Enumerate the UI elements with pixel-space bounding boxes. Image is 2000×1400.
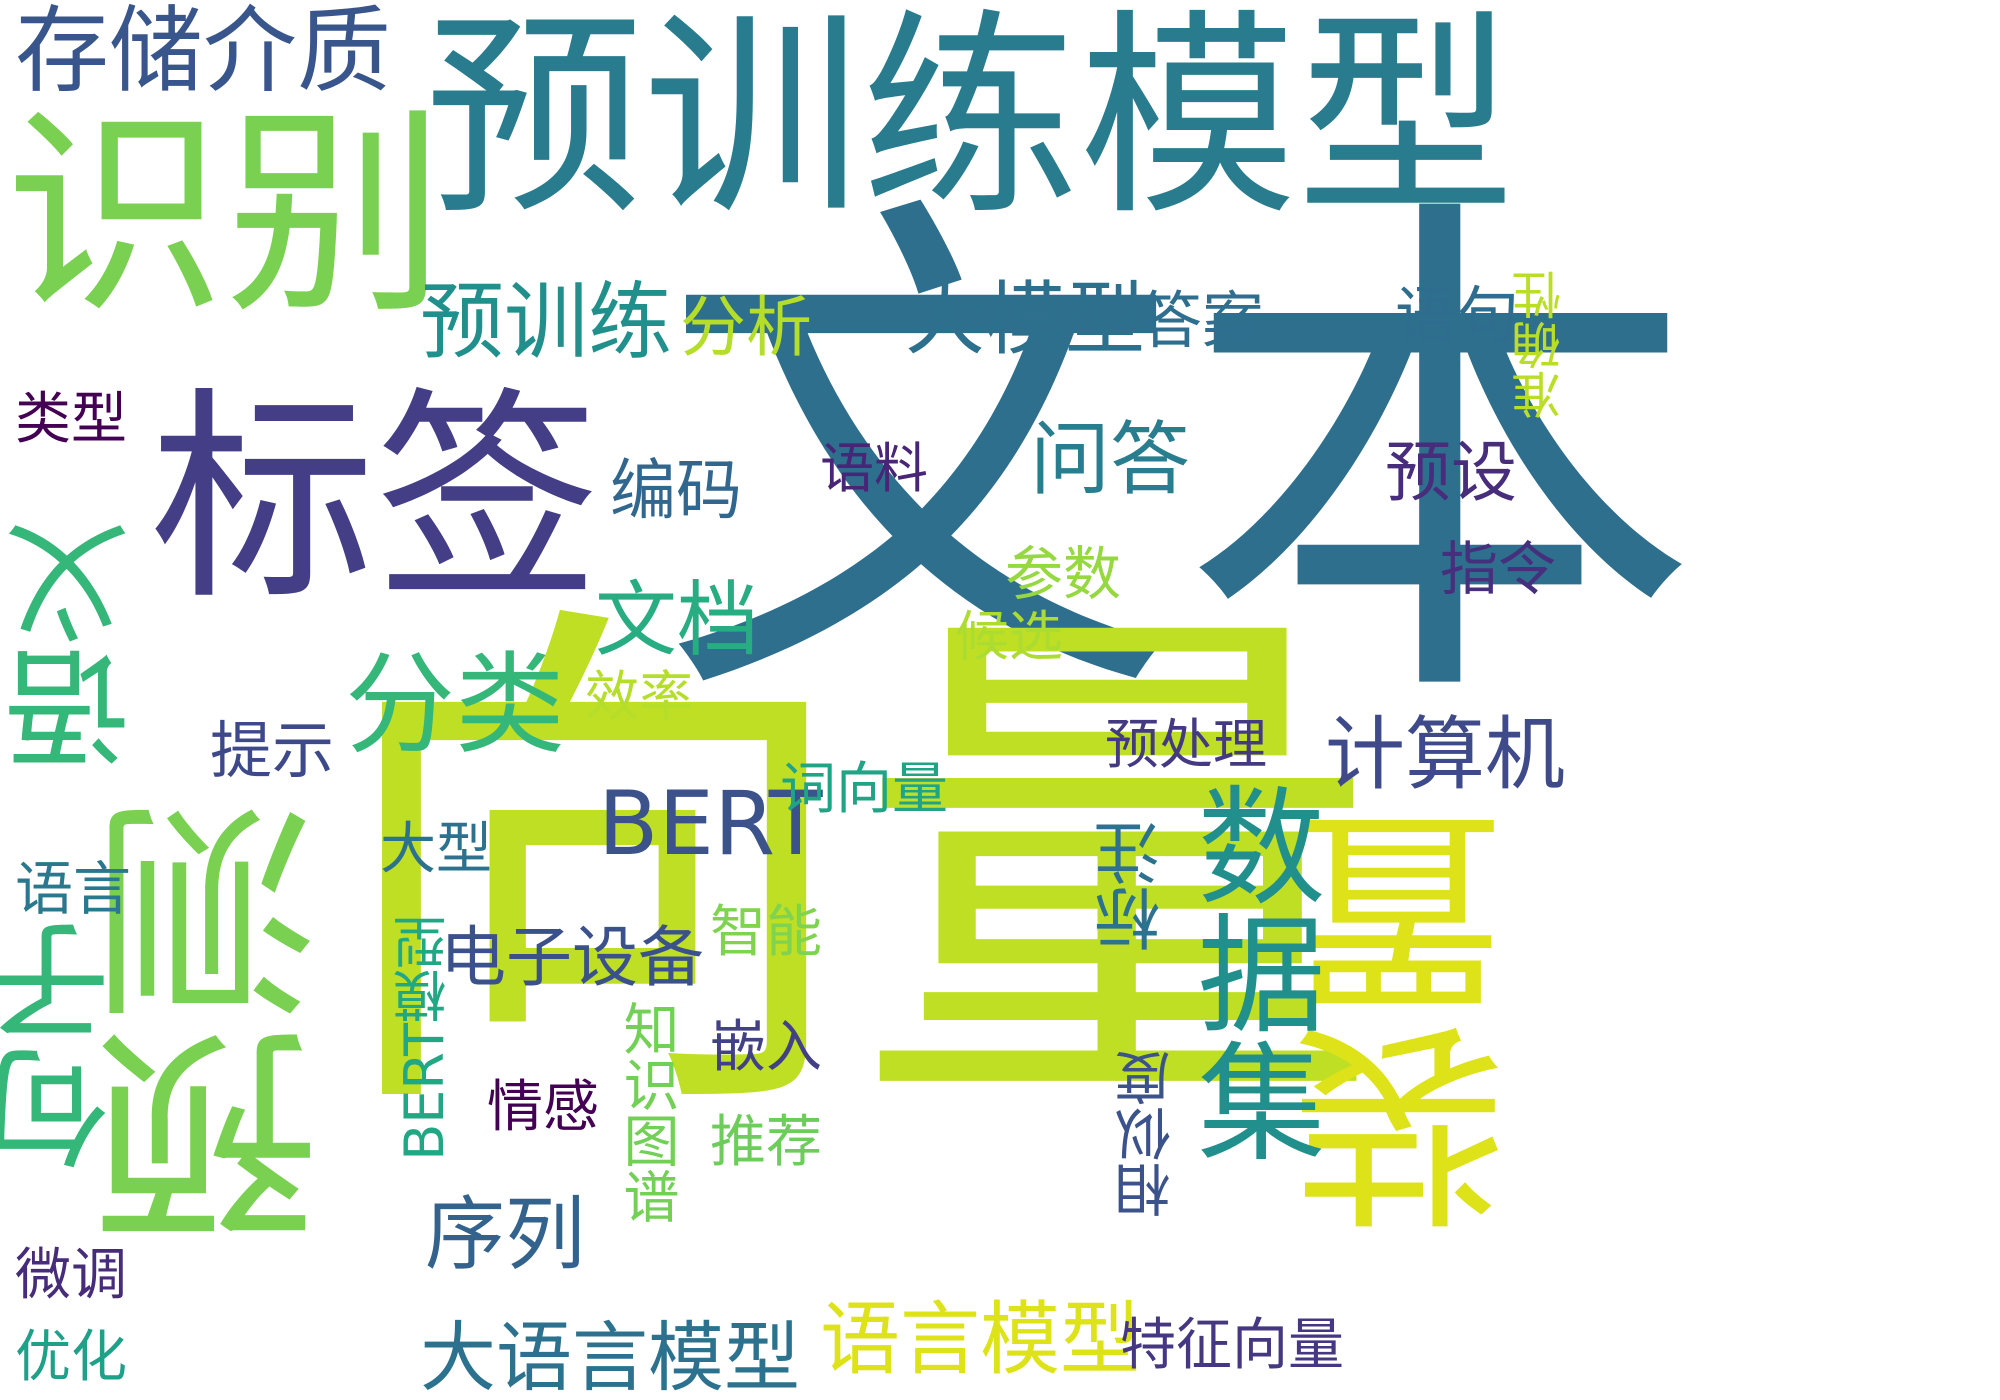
word-xiangsidu: 相似度 xyxy=(1115,1050,1180,1218)
word-qinggan: 情感 xyxy=(487,1075,599,1140)
word-houxuan: 候选 xyxy=(955,605,1063,668)
word-wenben: 文本 xyxy=(660,157,1700,763)
word-zhishitupu: 知识图谱 xyxy=(614,1000,679,1224)
word-bianma: 编码 xyxy=(610,452,742,529)
word-tishi: 提示 xyxy=(210,714,335,787)
word-cunchujiezhi: 存储介质 xyxy=(15,0,392,106)
word-yuyi: 语义 xyxy=(4,520,151,772)
word-yuce: 预测 xyxy=(96,800,358,1250)
word-zhunquexing: 准确性 xyxy=(1511,270,1569,420)
word-bert: BERT xyxy=(598,772,823,875)
word-qianru: 嵌入 xyxy=(710,1015,822,1080)
word-tuijian: 推荐 xyxy=(710,1110,822,1175)
word-fenxi: 分析 xyxy=(680,289,812,366)
word-fenlei: 分类 xyxy=(345,641,565,769)
word-tezhengxiangliang: 特征向量 xyxy=(1120,1313,1344,1378)
word-bertmoxing: BERT模型 xyxy=(393,915,456,1161)
word-shibie: 识别 xyxy=(5,87,446,343)
word-yuyan: 语言 xyxy=(15,855,132,923)
word-yushe: 预设 xyxy=(1385,434,1517,511)
word-juzi: 句子 xyxy=(0,920,131,1172)
word-shujuji: 数据集 xyxy=(1175,780,1324,1164)
word-dayuyanmoxing: 大语言模型 xyxy=(420,1313,800,1400)
word-dianzishebei: 电子设备 xyxy=(440,919,704,996)
word-wendang: 文档 xyxy=(595,573,760,668)
word-wenda: 问答 xyxy=(1030,413,1190,506)
word-weitiao: 微调 xyxy=(15,1243,127,1308)
word-yuchuli: 预处理 xyxy=(1105,713,1267,776)
word-damoxing: 大模型 xyxy=(905,273,1145,366)
word-yuxunlian: 预训练 xyxy=(420,273,673,371)
word-youhua: 优化 xyxy=(15,1325,127,1390)
word-zhuangzhi: 装置 xyxy=(1292,805,1543,1235)
word-daxing: 大型 xyxy=(380,817,492,882)
word-yuju: 语句 xyxy=(1395,279,1520,352)
word-xiaolv: 效率 xyxy=(585,665,693,728)
word-xiangliang: 向量 xyxy=(330,565,1380,1176)
word-jisuanji: 计算机 xyxy=(1325,708,1565,801)
word-xulie: 序列 xyxy=(425,1188,585,1281)
word-yuyanmoxing: 语言模型 xyxy=(820,1293,1140,1386)
word-zhineng: 智能 xyxy=(710,900,822,965)
word-biaoqian: 标签 xyxy=(150,369,600,631)
word-yuxunlianmoxing: 预训练模型 xyxy=(425,0,1515,245)
word-biaozhu: 标注 xyxy=(1094,820,1171,952)
word-daan: 答案 xyxy=(1140,284,1265,357)
word-leixing: 类型 xyxy=(15,387,127,452)
word-ciliangxiang: 词向量 xyxy=(780,757,948,822)
word-yuliao: 语料 xyxy=(820,437,928,500)
word-zhiling: 指令 xyxy=(1440,535,1557,603)
word-canshu: 参数 xyxy=(1005,540,1122,608)
